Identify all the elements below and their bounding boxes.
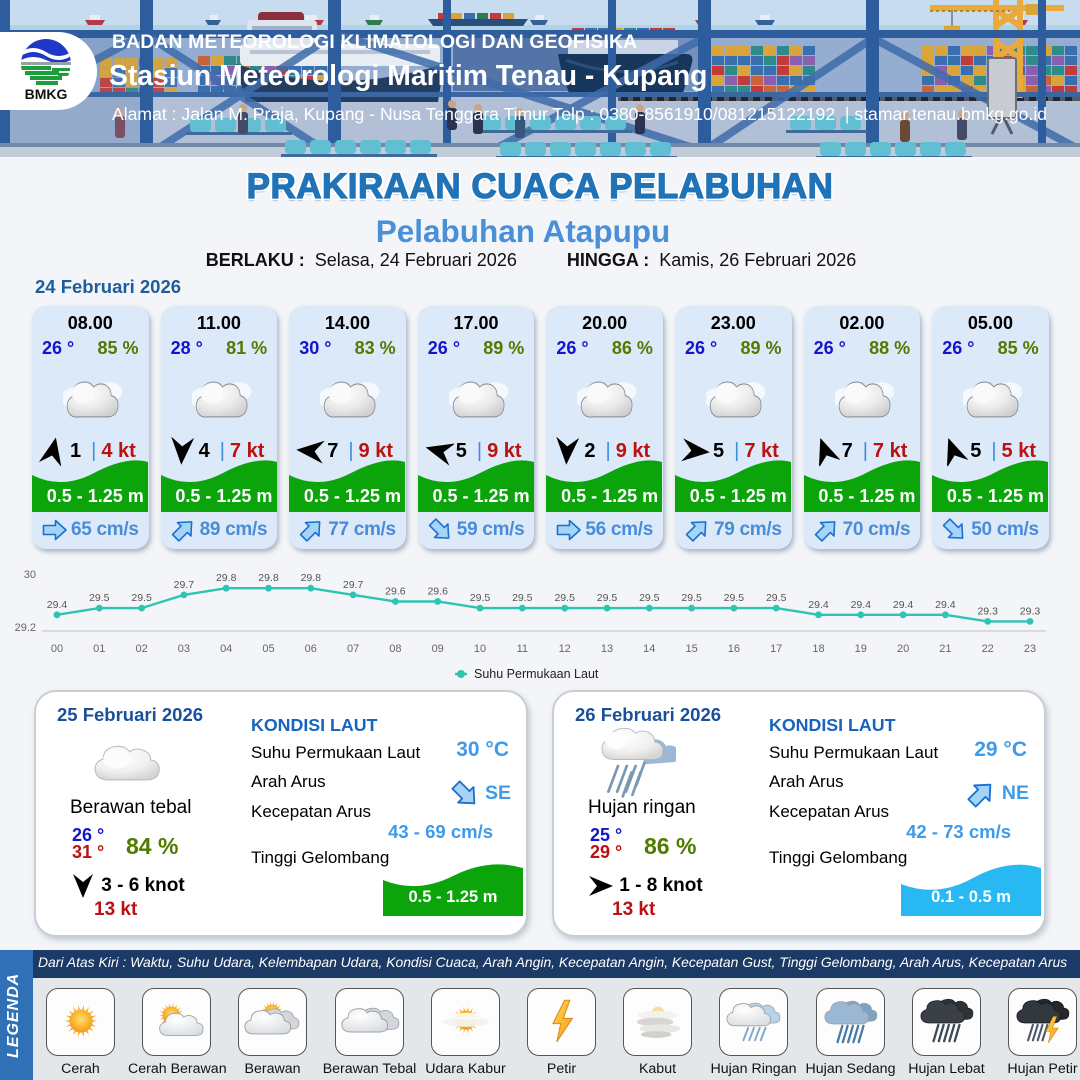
svg-text:17: 17 [770, 643, 782, 655]
svg-text:29.2: 29.2 [15, 622, 36, 634]
svg-text:29.8: 29.8 [301, 572, 322, 584]
svg-text:29.7: 29.7 [174, 579, 195, 591]
svg-text:15: 15 [685, 643, 697, 655]
svg-text:29.5: 29.5 [766, 592, 787, 604]
svg-text:29.5: 29.5 [89, 592, 110, 604]
svg-text:01: 01 [93, 643, 105, 655]
svg-text:29.5: 29.5 [724, 592, 745, 604]
svg-text:19: 19 [855, 643, 867, 655]
svg-text:29.5: 29.5 [597, 592, 618, 604]
svg-text:29.7: 29.7 [343, 579, 364, 591]
svg-text:23: 23 [1024, 643, 1036, 655]
svg-text:18: 18 [812, 643, 824, 655]
svg-text:29.4: 29.4 [935, 599, 956, 611]
svg-text:29.5: 29.5 [512, 592, 533, 604]
svg-text:BMKG: BMKG [25, 86, 68, 102]
svg-text:29.4: 29.4 [808, 599, 829, 611]
svg-text:06: 06 [305, 643, 317, 655]
svg-text:08: 08 [389, 643, 401, 655]
svg-text:09: 09 [432, 643, 444, 655]
svg-text:13: 13 [601, 643, 613, 655]
svg-text:10: 10 [474, 643, 486, 655]
svg-text:29.5: 29.5 [554, 592, 575, 604]
svg-text:Suhu Permukaan Laut: Suhu Permukaan Laut [474, 667, 599, 681]
svg-text:03: 03 [178, 643, 190, 655]
svg-text:05: 05 [262, 643, 274, 655]
svg-text:29.5: 29.5 [639, 592, 660, 604]
svg-text:29.6: 29.6 [385, 586, 406, 598]
svg-text:29.5: 29.5 [470, 592, 491, 604]
svg-text:22: 22 [982, 643, 994, 655]
svg-text:02: 02 [135, 643, 147, 655]
svg-text:29.3: 29.3 [1020, 605, 1041, 617]
svg-text:29.3: 29.3 [977, 605, 998, 617]
svg-text:00: 00 [51, 643, 63, 655]
svg-text:07: 07 [347, 643, 359, 655]
svg-text:29.4: 29.4 [851, 599, 872, 611]
svg-text:11: 11 [517, 643, 528, 655]
svg-text:29.6: 29.6 [427, 586, 448, 598]
svg-text:21: 21 [939, 643, 951, 655]
svg-text:29.4: 29.4 [893, 599, 914, 611]
svg-text:30: 30 [24, 569, 36, 581]
svg-text:14: 14 [643, 643, 655, 655]
svg-text:29.5: 29.5 [131, 592, 152, 604]
svg-text:29.4: 29.4 [47, 599, 68, 611]
svg-text:16: 16 [728, 643, 740, 655]
svg-text:04: 04 [220, 643, 232, 655]
svg-text:12: 12 [559, 643, 571, 655]
svg-text:29.8: 29.8 [258, 572, 279, 584]
svg-text:20: 20 [897, 643, 909, 655]
svg-text:29.8: 29.8 [216, 572, 237, 584]
svg-text:29.5: 29.5 [681, 592, 702, 604]
